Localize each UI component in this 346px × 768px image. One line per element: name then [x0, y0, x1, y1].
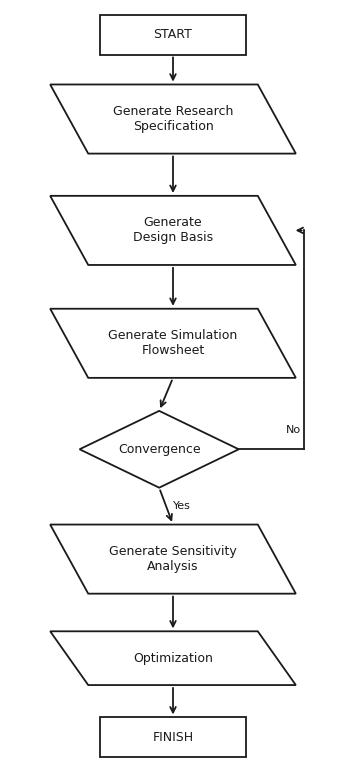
Text: Convergence: Convergence [118, 443, 200, 455]
Text: START: START [154, 28, 192, 41]
Text: Generate Sensitivity
Analysis: Generate Sensitivity Analysis [109, 545, 237, 573]
Text: Generate Research
Specification: Generate Research Specification [113, 105, 233, 133]
Polygon shape [50, 631, 296, 685]
Text: Optimization: Optimization [133, 652, 213, 664]
Text: Yes: Yes [173, 501, 191, 511]
Polygon shape [80, 411, 239, 488]
Polygon shape [50, 196, 296, 265]
Text: Generate Simulation
Flowsheet: Generate Simulation Flowsheet [108, 329, 238, 357]
Polygon shape [50, 525, 296, 594]
Bar [100, 717, 246, 757]
Polygon shape [50, 309, 296, 378]
Polygon shape [50, 84, 296, 154]
Text: Generate
Design Basis: Generate Design Basis [133, 217, 213, 244]
Text: No: No [286, 425, 301, 435]
Text: FINISH: FINISH [153, 731, 193, 743]
Bar [100, 15, 246, 55]
